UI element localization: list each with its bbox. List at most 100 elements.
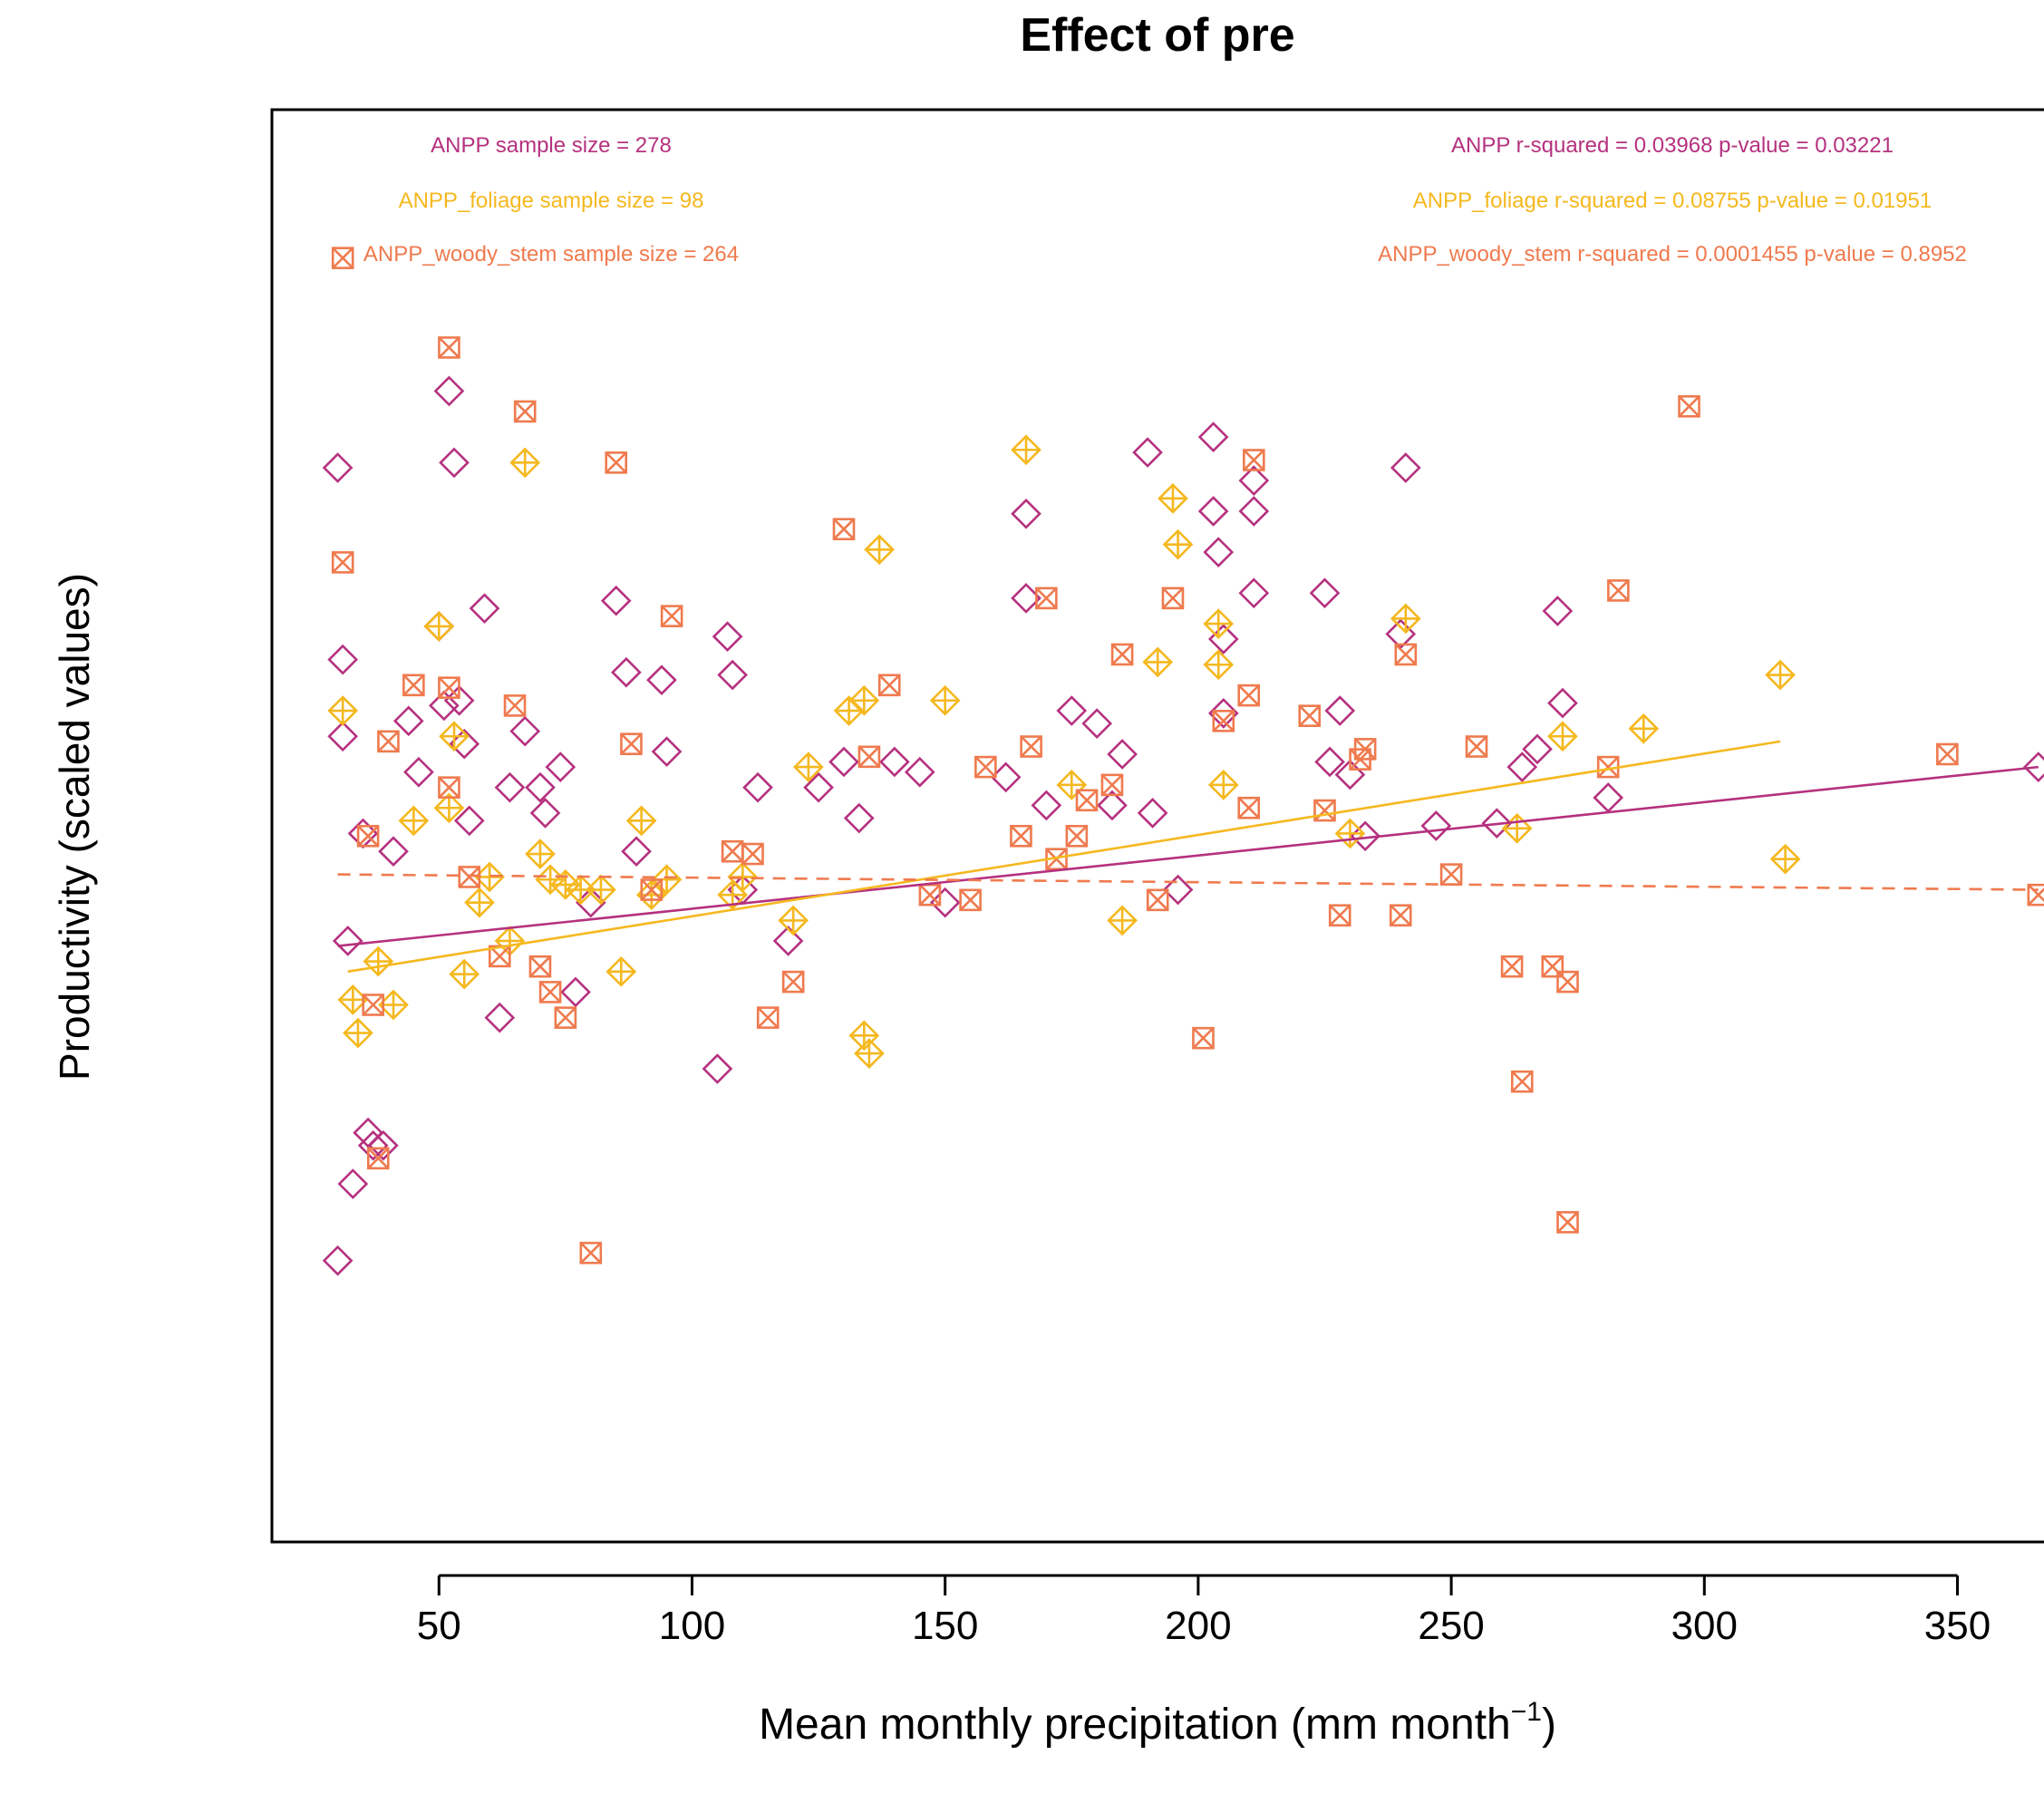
data-point <box>378 989 409 1021</box>
data-point <box>959 888 982 912</box>
data-point <box>1075 789 1099 812</box>
data-point <box>1936 742 1959 766</box>
fit-line <box>347 740 1781 974</box>
data-point <box>1309 577 1341 609</box>
data-point <box>586 874 616 906</box>
data-point <box>1207 698 1239 729</box>
data-point <box>1522 733 1553 765</box>
data-point <box>366 1147 390 1170</box>
data-point <box>1132 437 1163 468</box>
data-point <box>1353 738 1377 761</box>
data-point <box>843 802 875 834</box>
data-point <box>1011 498 1041 529</box>
data-point <box>1192 1026 1215 1050</box>
data-point <box>525 839 556 869</box>
data-point <box>503 694 527 717</box>
data-point <box>600 585 632 616</box>
data-point <box>439 721 470 752</box>
data-point <box>781 970 805 994</box>
data-point <box>1328 904 1351 927</box>
data-point <box>433 792 465 824</box>
data-point <box>848 684 880 716</box>
data-point <box>1628 713 1660 744</box>
data-point <box>554 1006 577 1029</box>
data-point <box>828 746 859 778</box>
data-point <box>1547 721 1578 752</box>
data-point <box>778 905 809 936</box>
data-point <box>579 1241 603 1265</box>
data-point <box>1107 905 1138 936</box>
data-point <box>331 551 354 574</box>
data-point <box>1137 798 1168 829</box>
data-point <box>1465 735 1488 758</box>
data-point <box>1593 782 1624 813</box>
data-point <box>429 690 460 722</box>
data-point <box>864 534 895 566</box>
data-point <box>660 605 683 627</box>
data-point <box>438 336 460 359</box>
data-point <box>1481 808 1513 839</box>
data-point <box>1011 583 1041 614</box>
data-point <box>929 684 961 716</box>
fit-stats-annotation: ANPP r-squared = 0.03968 p-value = 0.032… <box>1451 133 1894 158</box>
data-point <box>453 805 485 837</box>
data-point <box>741 842 764 866</box>
data-point <box>488 945 511 968</box>
data-point <box>356 824 380 848</box>
data-point <box>611 656 642 688</box>
data-point <box>438 776 460 799</box>
data-point <box>1207 770 1239 800</box>
data-point <box>1314 746 1345 778</box>
y-axis-label: Productivity (scaled values) <box>51 573 98 1081</box>
data-point <box>1110 643 1134 666</box>
data-point <box>1158 483 1188 514</box>
data-point <box>1097 790 1128 821</box>
data-point <box>742 771 773 803</box>
data-point <box>646 664 677 696</box>
data-point <box>1203 649 1235 681</box>
data-point <box>1161 587 1185 610</box>
data-point <box>2027 883 2044 906</box>
data-point <box>464 887 495 918</box>
x-axis: 50 100 150 200 250 300 350 <box>417 1574 1991 1648</box>
data-point <box>509 715 541 747</box>
data-point <box>403 756 434 788</box>
data-point <box>929 887 961 918</box>
data-point <box>513 400 537 423</box>
x-tick-label: 250 <box>1418 1604 1484 1648</box>
data-point <box>525 771 556 803</box>
data-point <box>550 869 581 900</box>
data-point <box>337 1168 369 1199</box>
data-point <box>438 676 460 699</box>
data-point <box>1390 452 1421 483</box>
data-point <box>1197 422 1229 452</box>
data-point <box>357 1129 389 1161</box>
data-point <box>2022 751 2044 782</box>
data-point <box>443 684 475 716</box>
data-point <box>1107 739 1138 770</box>
data-point <box>1238 496 1270 527</box>
data-point <box>402 674 425 697</box>
data-point <box>1607 579 1630 602</box>
data-point <box>363 945 394 977</box>
data-point <box>347 818 379 849</box>
data-point <box>545 751 576 782</box>
data-point <box>1035 587 1058 610</box>
sample-size-annotation: ANPP sample size = 278 <box>431 133 672 158</box>
data-point <box>717 659 748 691</box>
data-point <box>1500 955 1524 978</box>
data-point <box>529 798 561 829</box>
data-point <box>327 695 359 726</box>
data-point <box>712 621 743 653</box>
data-point <box>423 611 455 642</box>
data-point <box>1765 659 1796 691</box>
data-point <box>1420 810 1452 841</box>
data-point <box>918 883 942 906</box>
data-point <box>1237 796 1261 819</box>
data-point <box>322 452 354 483</box>
data-point <box>621 836 652 868</box>
data-point <box>1162 528 1194 560</box>
fit-line <box>337 765 2039 947</box>
data-point <box>1162 874 1194 906</box>
